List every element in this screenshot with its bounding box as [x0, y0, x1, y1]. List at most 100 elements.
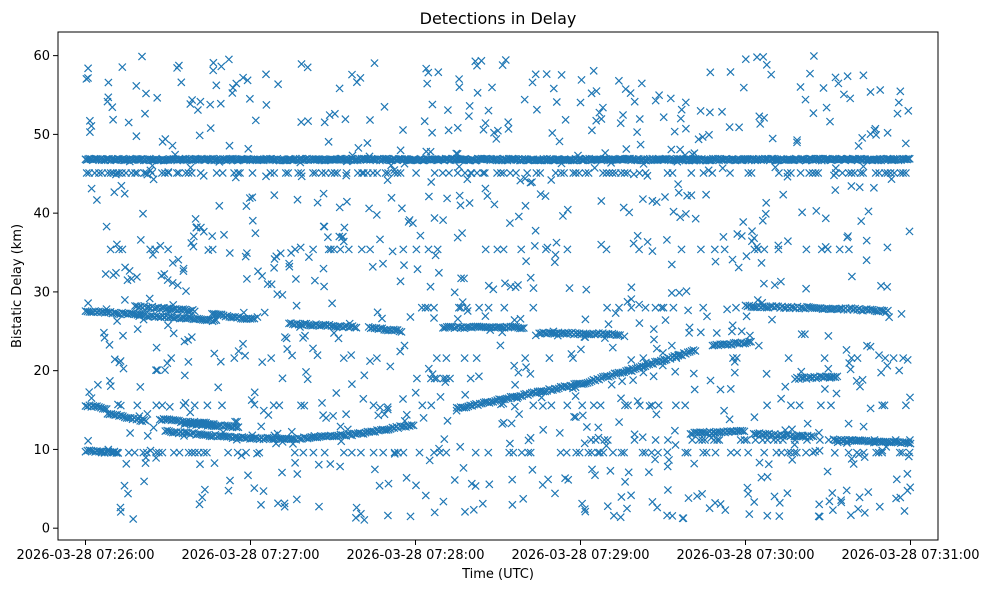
data-point [681, 448, 690, 457]
data-point [376, 403, 385, 412]
data-point [850, 168, 859, 178]
data-point [455, 162, 464, 171]
data-point [732, 353, 741, 362]
data-point [733, 448, 742, 457]
data-point [179, 431, 189, 440]
data-point [187, 448, 196, 457]
data-point [821, 242, 830, 251]
data-point [490, 200, 499, 209]
data-point [459, 274, 469, 283]
data-point [148, 161, 157, 170]
data-point [280, 333, 289, 342]
data-point [805, 168, 814, 178]
data-point [638, 195, 647, 204]
data-point [826, 401, 836, 410]
data-point [505, 448, 514, 457]
data-point [893, 109, 902, 118]
data-point [684, 494, 693, 503]
data-point [372, 354, 381, 363]
data-point [158, 137, 167, 146]
data-point [676, 213, 685, 222]
data-point [120, 481, 129, 490]
data-point [439, 497, 448, 506]
data-point [325, 111, 334, 120]
data-point [339, 354, 348, 363]
data-point [563, 245, 572, 254]
data-point [630, 430, 639, 439]
data-point [820, 354, 829, 363]
data-point [516, 176, 525, 185]
x-tick-label: 2026-03-28 07:28:00 [346, 548, 484, 563]
data-point [651, 455, 660, 464]
data-point [614, 76, 623, 85]
data-point [696, 106, 705, 115]
data-point [831, 164, 840, 173]
data-point [639, 159, 648, 168]
data-point [855, 493, 864, 502]
data-point [152, 401, 161, 410]
data-point [224, 448, 233, 457]
data-point [575, 448, 584, 457]
data-point [862, 256, 871, 265]
data-point [270, 431, 279, 440]
data-point [723, 305, 732, 314]
data-point [356, 73, 365, 82]
data-point [620, 332, 629, 341]
data-point [578, 401, 587, 410]
data-point [844, 245, 853, 254]
data-point [455, 83, 464, 92]
data-point [101, 269, 110, 279]
data-point [786, 448, 795, 457]
data-point [139, 315, 148, 324]
data-point [755, 112, 764, 121]
data-point [326, 459, 335, 469]
data-point [837, 498, 846, 507]
data-point [133, 401, 142, 410]
data-point [272, 252, 281, 261]
data-point [871, 168, 880, 178]
data-point [555, 137, 564, 146]
data-point [860, 453, 869, 462]
data-point [652, 198, 661, 207]
data-point [225, 141, 234, 150]
data-point [354, 143, 363, 152]
data-point [581, 154, 590, 163]
data-point [859, 168, 868, 178]
data-point [825, 373, 834, 382]
data-point [224, 55, 233, 64]
data-point [786, 401, 795, 410]
data-point [413, 265, 422, 274]
data-point [297, 59, 306, 69]
data-point [592, 116, 601, 125]
data-point [231, 312, 240, 321]
data-point [824, 364, 833, 373]
data-point [481, 312, 490, 321]
data-point [539, 425, 548, 434]
data-point [855, 183, 864, 192]
data-point [342, 410, 351, 419]
data-point [696, 245, 705, 254]
data-point [811, 447, 820, 456]
data-point [783, 168, 792, 178]
data-point [260, 308, 269, 317]
data-point [140, 415, 149, 424]
data-point [814, 168, 823, 178]
data-point [522, 363, 531, 372]
data-point [551, 250, 560, 259]
data-point [277, 468, 287, 477]
data-point [592, 87, 601, 96]
data-point [164, 168, 173, 178]
data-point [464, 112, 473, 121]
data-point [726, 67, 735, 77]
data-point [94, 168, 103, 178]
data-point [239, 73, 248, 82]
data-point [225, 248, 234, 258]
data-point [652, 410, 661, 419]
data-point [429, 303, 439, 312]
data-point [843, 233, 852, 242]
data-point [365, 357, 375, 366]
data-point [706, 376, 715, 385]
data-point [396, 347, 405, 356]
data-point [109, 448, 118, 457]
data-point [759, 52, 768, 61]
